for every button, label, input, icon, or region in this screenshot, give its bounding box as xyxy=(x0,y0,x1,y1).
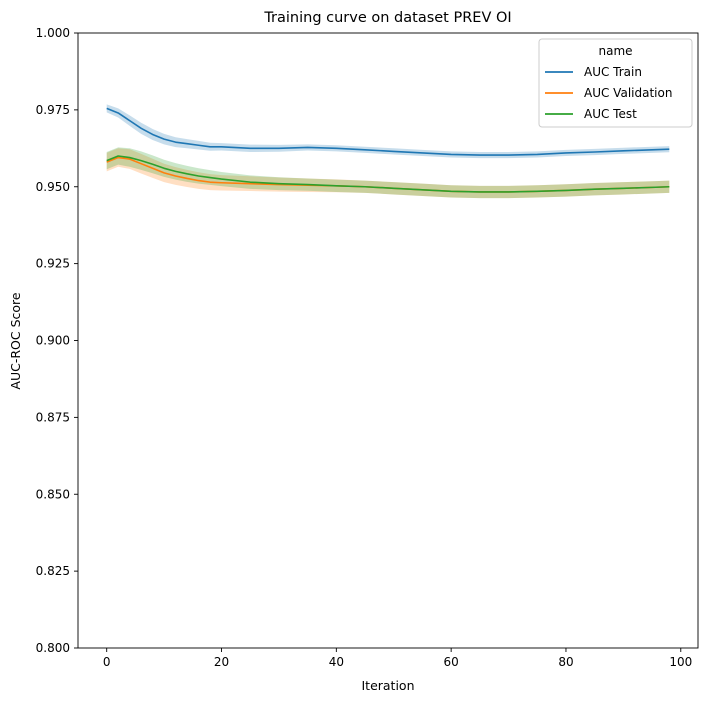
x-axis-label: Iteration xyxy=(361,678,414,693)
series-line-2 xyxy=(106,155,670,193)
y-tick-label: 0.875 xyxy=(36,410,70,424)
y-tick-label: 0.950 xyxy=(36,180,70,194)
legend-box xyxy=(538,38,693,128)
plot-area xyxy=(106,104,670,199)
series-line-0 xyxy=(106,107,670,156)
series-band-0 xyxy=(106,104,670,159)
legend-label-2: AUC Test xyxy=(584,107,637,121)
y-tick-label: 0.825 xyxy=(36,564,70,578)
legend-label-1: AUC Validation xyxy=(584,86,672,100)
y-axis-label: AUC-ROC Score xyxy=(8,292,23,389)
chart-title: Training curve on dataset PREV OI xyxy=(263,10,511,26)
x-tick-label: 20 xyxy=(214,655,229,669)
x-tick-label: 40 xyxy=(329,655,344,669)
x-tick-label: 0 xyxy=(103,655,111,669)
y-tick-label: 0.800 xyxy=(36,641,70,655)
x-tick-label: 60 xyxy=(444,655,459,669)
legend: name AUC Train AUC Validation AUC Test xyxy=(538,38,693,128)
legend-label-0: AUC Train xyxy=(584,65,642,79)
y-tick-label: 0.975 xyxy=(36,103,70,117)
y-tick-label: 1.000 xyxy=(36,26,70,40)
legend-title: name xyxy=(598,44,632,58)
y-tick-label: 0.900 xyxy=(36,334,70,348)
x-tick-label: 80 xyxy=(558,655,573,669)
axes: 0 20 40 60 80 100 0.800 0.825 0.850 0.875 0.900 0.9… xyxy=(36,26,699,669)
y-tick-label: 0.925 xyxy=(36,257,70,271)
y-tick-label: 0.850 xyxy=(36,487,70,501)
series-band-2 xyxy=(106,147,670,199)
x-tick-label: 100 xyxy=(669,655,692,669)
series-band-1 xyxy=(106,148,670,199)
